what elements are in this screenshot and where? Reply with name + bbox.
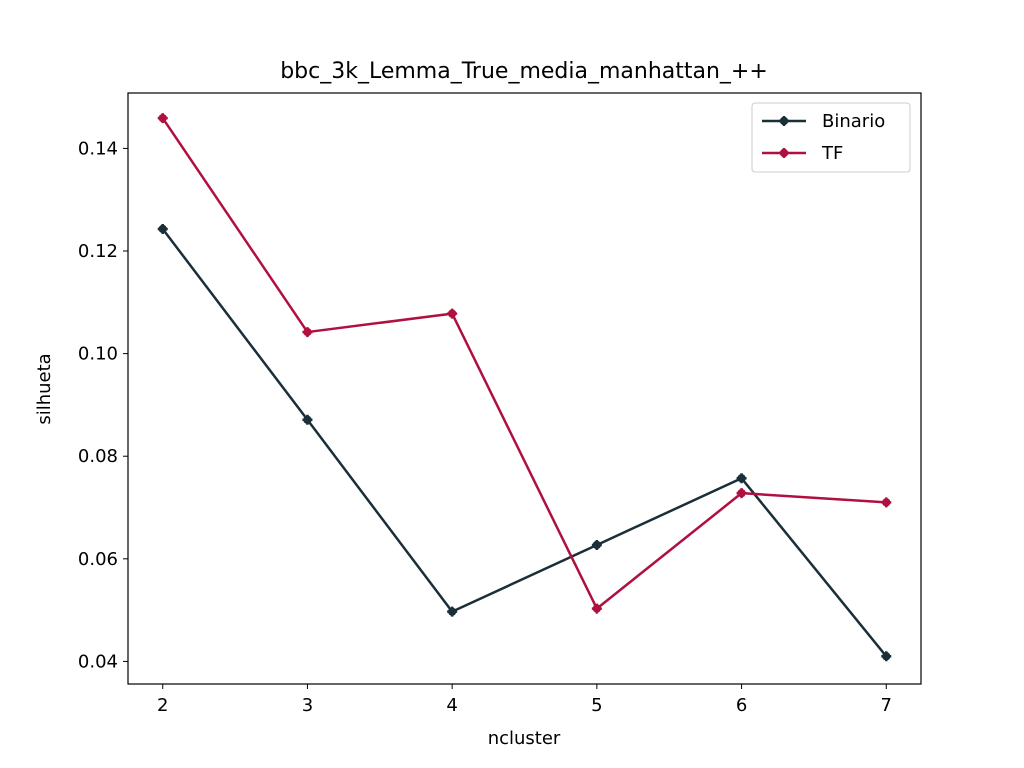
legend: Binario TF — [751, 102, 911, 173]
y-tick-label: 0.10 — [78, 344, 118, 365]
y-tick-label: 0.06 — [78, 549, 118, 570]
data-point-marker — [157, 113, 168, 124]
data-point-marker — [157, 223, 168, 234]
data-point-marker — [302, 414, 313, 425]
x-tick-label: 2 — [157, 695, 168, 716]
x-tick-label: 3 — [302, 695, 313, 716]
data-point-marker — [736, 473, 747, 484]
x-tick-label: 7 — [881, 695, 892, 716]
y-tick-label: 0.08 — [78, 446, 118, 467]
x-tick-label: 6 — [736, 695, 747, 716]
legend-marker-cross — [779, 116, 789, 126]
plot-frame — [127, 92, 922, 685]
data-point-marker — [881, 651, 892, 662]
plot-area: 2 3 4 5 6 7 0.04 0.06 0.08 0.10 0.12 0.14 — [78, 92, 922, 716]
x-axis-label: ncluster — [488, 728, 561, 749]
series-line — [161, 117, 887, 610]
legend-label: TF — [821, 143, 843, 164]
y-axis-label: silhueta — [34, 353, 55, 424]
data-point-marker — [591, 603, 602, 614]
legend-marker-cross — [779, 148, 789, 158]
legend-label: Binario — [822, 111, 885, 132]
series-line — [161, 228, 888, 658]
data-point-marker — [881, 497, 892, 508]
data-point-marker — [447, 606, 458, 617]
y-tick-label: 0.04 — [78, 651, 118, 672]
y-tick-label: 0.12 — [78, 241, 118, 262]
data-point-marker — [302, 327, 313, 338]
chart-title: bbc_3k_Lemma_True_media_manhattan_++ — [280, 59, 768, 84]
data-point-marker — [736, 488, 747, 499]
x-tick-label: 5 — [591, 695, 602, 716]
x-tick-label: 4 — [446, 695, 457, 716]
y-tick-label: 0.14 — [78, 138, 118, 159]
data-point-marker — [447, 308, 458, 319]
data-point-marker — [591, 539, 602, 550]
